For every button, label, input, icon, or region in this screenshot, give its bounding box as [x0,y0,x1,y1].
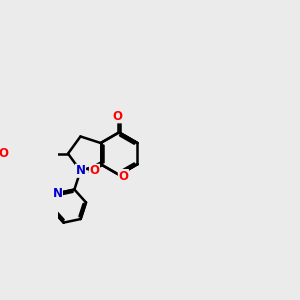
Text: O: O [118,169,128,182]
Text: N: N [76,164,85,177]
Text: O: O [113,110,123,123]
Text: N: N [52,187,62,200]
Text: O: O [89,164,100,177]
Text: O: O [0,147,8,160]
